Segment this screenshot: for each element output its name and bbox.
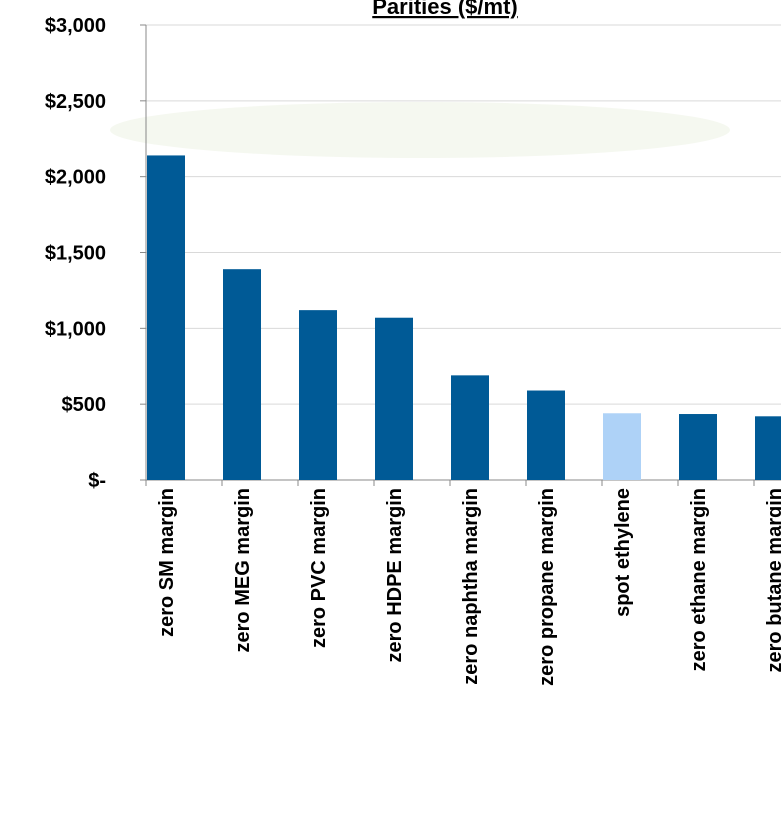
x-tick-label: zero ethane margin [688, 488, 710, 671]
x-tick-label: zero naphtha margin [460, 488, 482, 685]
y-tick-label: $3,000 [45, 15, 106, 37]
bar [679, 414, 717, 480]
y-tick-label: $1,500 [45, 243, 106, 265]
bar [451, 375, 489, 480]
x-tick-label: zero butane margin [764, 488, 781, 672]
x-tick-label: zero PVC margin [308, 488, 330, 648]
y-tick-label: $- [88, 470, 106, 492]
x-tick-label: spot ethylene [612, 488, 634, 617]
chart-title: Parities ($/mt) [372, 0, 518, 19]
y-tick-label: $2,000 [45, 167, 106, 189]
x-tick-label: zero SM margin [156, 488, 178, 637]
y-tick-label: $1,000 [45, 318, 106, 340]
y-tick-label: $2,500 [45, 91, 106, 113]
y-tick-label: $500 [62, 394, 107, 416]
bar [527, 391, 565, 480]
bar [603, 413, 641, 480]
bar [755, 416, 781, 480]
background-decoration [110, 102, 730, 158]
bar [223, 269, 261, 480]
x-tick-label: zero propane margin [536, 488, 558, 686]
bar [299, 310, 337, 480]
x-tick-label: zero MEG margin [232, 488, 254, 652]
bar [375, 318, 413, 480]
bar [147, 155, 185, 480]
x-tick-label: zero HDPE margin [384, 488, 406, 662]
